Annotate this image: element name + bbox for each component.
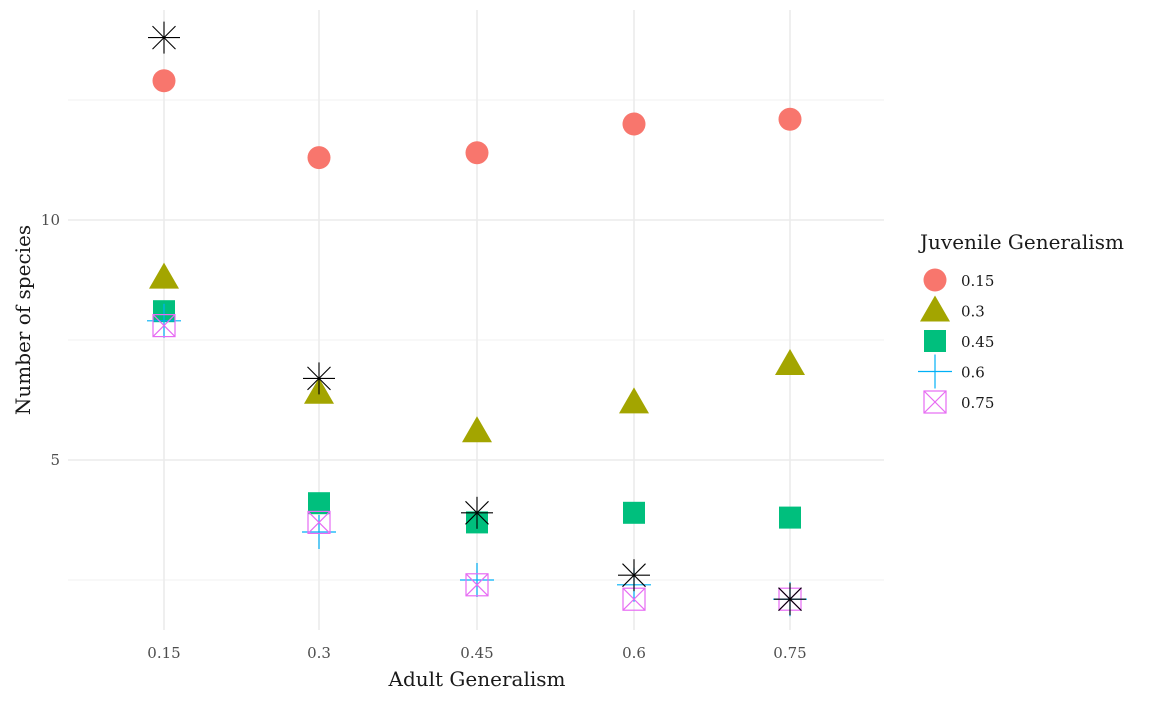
point-square-cross-0.75 xyxy=(465,573,489,597)
point-circle-0.15 xyxy=(778,107,802,131)
x-tick-label: 0.6 xyxy=(622,644,646,662)
y-tick-label: 5 xyxy=(50,451,60,469)
point-square-0.45 xyxy=(779,506,801,529)
legend-label: 0.15 xyxy=(961,272,994,290)
legend-label: 0.6 xyxy=(961,364,985,382)
point-square-cross-0.75 xyxy=(152,314,176,338)
point-circle-0.15 xyxy=(465,141,489,165)
plot-points xyxy=(147,21,807,617)
point-asterisk xyxy=(303,362,335,395)
legend-key-plus xyxy=(918,354,952,389)
point-circle-0.15 xyxy=(152,69,176,93)
x-tick-label: 0.45 xyxy=(460,644,493,662)
grid-lines xyxy=(68,10,884,630)
legend-key-triangle xyxy=(920,295,950,322)
y-tick-label: 10 xyxy=(41,211,60,229)
point-square-0.45 xyxy=(623,501,645,524)
legend-key-square xyxy=(924,330,946,352)
legend-title: Juvenile Generalism xyxy=(918,230,1124,254)
y-axis-title: Number of species xyxy=(11,225,35,415)
point-triangle-0.3 xyxy=(775,349,805,375)
point-plus-0.6 xyxy=(460,563,494,597)
point-circle-0.15 xyxy=(622,112,646,136)
point-plus-0.6 xyxy=(147,303,181,338)
legend-label: 0.3 xyxy=(961,303,985,321)
legend-key-square-cross xyxy=(923,390,947,414)
x-axis-title: Adult Generalism xyxy=(388,667,566,691)
legend-key-circle xyxy=(923,268,947,292)
x-tick-label: 0.75 xyxy=(773,644,806,662)
legend: Juvenile Generalism 0.15 0.3 0.45 0.6 0.75 xyxy=(918,230,1124,414)
point-circle-0.15 xyxy=(307,146,331,170)
legend-label: 0.75 xyxy=(961,394,994,412)
point-triangle-0.3 xyxy=(462,416,492,443)
point-plus-0.6 xyxy=(302,515,336,549)
point-asterisk xyxy=(148,21,180,54)
legend-label: 0.45 xyxy=(961,333,994,351)
point-asterisk xyxy=(774,583,806,616)
point-square-cross-0.75 xyxy=(307,510,331,534)
point-asterisk xyxy=(461,496,493,529)
point-triangle-0.3 xyxy=(619,387,649,414)
x-tick-label: 0.3 xyxy=(307,644,331,662)
point-square-0.45 xyxy=(308,492,330,515)
x-tick-label: 0.15 xyxy=(147,644,180,662)
axis-tick-labels: 0.15 0.3 0.45 0.6 0.75 5 10 xyxy=(41,211,807,662)
point-asterisk xyxy=(618,559,650,592)
point-triangle-0.3 xyxy=(149,262,179,289)
